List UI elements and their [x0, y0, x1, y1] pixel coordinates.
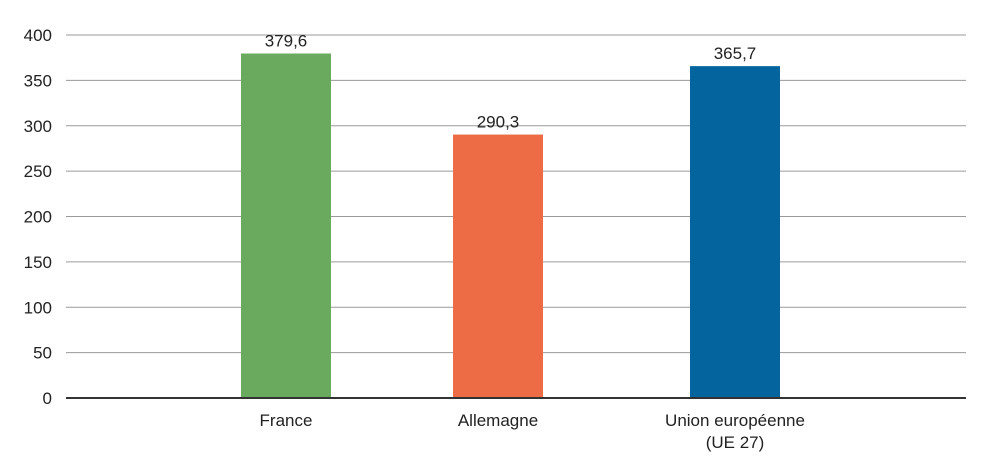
y-tick-label: 300 [24, 117, 52, 136]
y-tick-label: 200 [24, 208, 52, 227]
bar-1 [453, 134, 543, 399]
bars [241, 53, 780, 399]
y-tick-label: 100 [24, 298, 52, 317]
y-tick-label: 50 [33, 344, 52, 363]
data-label-2: 365,7 [714, 44, 757, 63]
y-tick-label: 150 [24, 253, 52, 272]
data-labels: 379,6 290,3 365,7 [265, 32, 757, 132]
data-label-0: 379,6 [265, 32, 308, 51]
y-axis-ticks: 0 50 100 150 200 250 300 350 400 [24, 26, 52, 408]
data-label-1: 290,3 [477, 113, 520, 132]
y-tick-label: 350 [24, 71, 52, 90]
y-tick-label: 0 [43, 389, 52, 408]
x-axis-categories: France Allemagne Union européenne (UE 27) [260, 411, 805, 452]
category-label-1: Allemagne [458, 411, 538, 430]
y-tick-label: 250 [24, 162, 52, 181]
category-label-2: Union européenne (UE 27) [665, 411, 805, 452]
category-label-0: France [260, 411, 313, 430]
bar-0 [241, 53, 331, 398]
y-tick-label: 400 [24, 26, 52, 45]
bar-2 [690, 66, 780, 398]
